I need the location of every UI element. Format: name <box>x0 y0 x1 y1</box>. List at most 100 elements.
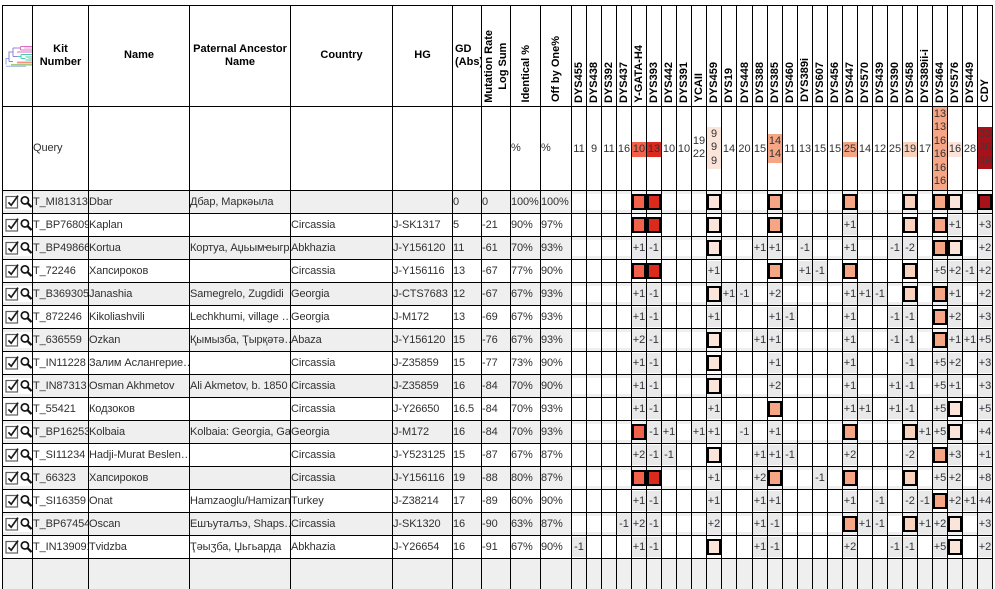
row-zoom-magnifier-icon[interactable] <box>20 471 33 485</box>
partial-cell <box>2 557 33 589</box>
row-zoom-magnifier-icon[interactable] <box>20 494 33 508</box>
marker-cell-DYS393: -1 <box>646 327 662 352</box>
marker-empty-strip <box>783 193 797 210</box>
marker-diff-value: -1 <box>647 283 661 304</box>
marker-cell-DYS570: +1 <box>857 396 873 421</box>
row-select-checkbox[interactable] <box>5 401 19 416</box>
row-select-checkbox[interactable] <box>5 217 19 232</box>
marker-cell-DYS392 <box>601 465 617 490</box>
marker-diff-value: +1 <box>753 490 767 511</box>
marker-cell-DYS389i <box>797 419 813 444</box>
marker-cell-DYS389i <box>797 189 813 214</box>
kit-number-value: T_BP49866 <box>33 241 88 254</box>
row-zoom-magnifier-icon[interactable] <box>20 379 33 393</box>
marker-empty-strip <box>692 239 706 256</box>
marker-match-square <box>903 262 917 279</box>
marker-cell-DYS389ii-i <box>917 373 933 398</box>
row-zoom-magnifier-icon[interactable] <box>20 195 33 209</box>
row-select-checkbox[interactable] <box>5 194 19 209</box>
marker-empty-strip <box>858 216 872 233</box>
row-select-cell <box>2 419 33 444</box>
query-marker-DYS390: 25 <box>887 105 903 191</box>
marker-cell-CDY: +1 <box>977 442 993 467</box>
marker-cell-DYS388 <box>752 258 768 283</box>
row-select-checkbox[interactable] <box>5 332 19 347</box>
row-zoom-magnifier-icon[interactable] <box>20 356 33 370</box>
row-select-checkbox[interactable] <box>5 263 19 278</box>
marker-value-line: 14 <box>858 142 872 155</box>
partial-cell <box>857 557 873 589</box>
marker-diff-value: +1 <box>918 513 932 534</box>
row-zoom-magnifier-icon[interactable] <box>20 425 33 439</box>
marker-empty-strip <box>798 354 812 371</box>
marker-empty-strip <box>963 423 977 440</box>
row-zoom-magnifier-icon[interactable] <box>20 402 33 416</box>
marker-cell-DYS447: +1 <box>842 235 858 260</box>
marker-empty-strip <box>918 354 932 371</box>
off-by-one-percent-cell: 87% <box>540 442 572 467</box>
row-select-checkbox[interactable] <box>5 516 19 531</box>
marker-cell-DYS390: +1 <box>887 373 903 398</box>
row-select-checkbox[interactable] <box>5 424 19 439</box>
marker-cell-YCAII: +1 <box>691 419 707 444</box>
row-select-checkbox[interactable] <box>5 286 19 301</box>
col-header-label-identical: Identical % <box>519 45 532 103</box>
marker-empty-strip <box>963 285 977 302</box>
marker-cell-DYS391 <box>676 235 692 260</box>
marker-empty-strip <box>692 446 706 463</box>
marker-diff-value: +1 <box>768 444 782 465</box>
query-marker-value: 15 <box>829 142 842 158</box>
marker-cell-DYS391 <box>676 373 692 398</box>
marker-match-square <box>843 262 857 279</box>
row-zoom-magnifier-icon[interactable] <box>20 287 33 301</box>
marker-cell-DYS438 <box>586 258 602 283</box>
marker-empty-strip <box>963 469 977 486</box>
marker-diff-value: +1 <box>707 306 721 327</box>
marker-cell-DYS388: +1 <box>752 327 768 352</box>
row-select-checkbox[interactable] <box>5 470 19 485</box>
marker-diff-value: -2 <box>903 444 917 465</box>
mutation-rate-log-sum-value: -77 <box>482 356 498 369</box>
marker-label: DYS607 <box>814 61 826 103</box>
marker-match-square <box>647 262 661 279</box>
query-marker-value: 11 <box>603 142 616 158</box>
row-select-checkbox[interactable] <box>5 539 19 554</box>
row-zoom-magnifier-icon[interactable] <box>20 310 33 324</box>
marker-value-line: 16 <box>933 148 947 160</box>
row-zoom-magnifier-icon[interactable] <box>20 333 33 347</box>
row-zoom-magnifier-icon[interactable] <box>20 448 33 462</box>
marker-diff-value: +1 <box>632 352 646 373</box>
row-zoom-magnifier-icon[interactable] <box>20 241 33 255</box>
row-select-checkbox[interactable] <box>5 309 19 324</box>
query-identical-text: % <box>511 142 521 154</box>
partial-cell <box>917 557 933 589</box>
row-zoom-magnifier-icon[interactable] <box>20 218 33 232</box>
marker-cell-DYS392 <box>601 304 617 329</box>
genetic-distance-cell: 11 <box>452 235 482 260</box>
marker-empty-strip <box>722 423 736 440</box>
col-header-marker-CDY: CDY <box>977 4 993 107</box>
marker-cell-DYS449 <box>962 511 978 536</box>
kit-number-cell: T_BP67454 <box>32 511 89 536</box>
row-select-checkbox[interactable] <box>5 355 19 370</box>
row-select-checkbox[interactable] <box>5 493 19 508</box>
marker-empty-strip <box>963 515 977 532</box>
row-select-checkbox[interactable] <box>5 447 19 462</box>
row-select-checkbox[interactable] <box>5 240 19 255</box>
mutation-rate-log-sum-value: -67 <box>482 287 498 300</box>
marker-cell-DYS390 <box>887 442 903 467</box>
row-select-cell <box>2 304 33 329</box>
name-cell: Ozkan <box>88 327 190 352</box>
row-select-checkbox[interactable] <box>5 378 19 393</box>
marker-empty-strip <box>888 193 902 210</box>
col-header-marker-DYS389ii-i: DYS389ii-i <box>917 4 933 107</box>
marker-cell-DYS570 <box>857 488 873 513</box>
match-row-T_BP67454: T_BP67454 Oscan Ешъуталъэ, Shaps… Circassia… <box>2 511 993 536</box>
row-zoom-magnifier-icon[interactable] <box>20 540 33 554</box>
haplogroup-value: J-CTS7683 <box>393 287 448 300</box>
row-zoom-magnifier-icon[interactable] <box>20 517 33 531</box>
row-zoom-magnifier-icon[interactable] <box>20 264 33 278</box>
marker-diff-value: +5 <box>933 536 947 557</box>
marker-cell-Y-GATA-H4 <box>631 189 647 214</box>
off-by-one-percent-value: 93% <box>541 241 563 254</box>
